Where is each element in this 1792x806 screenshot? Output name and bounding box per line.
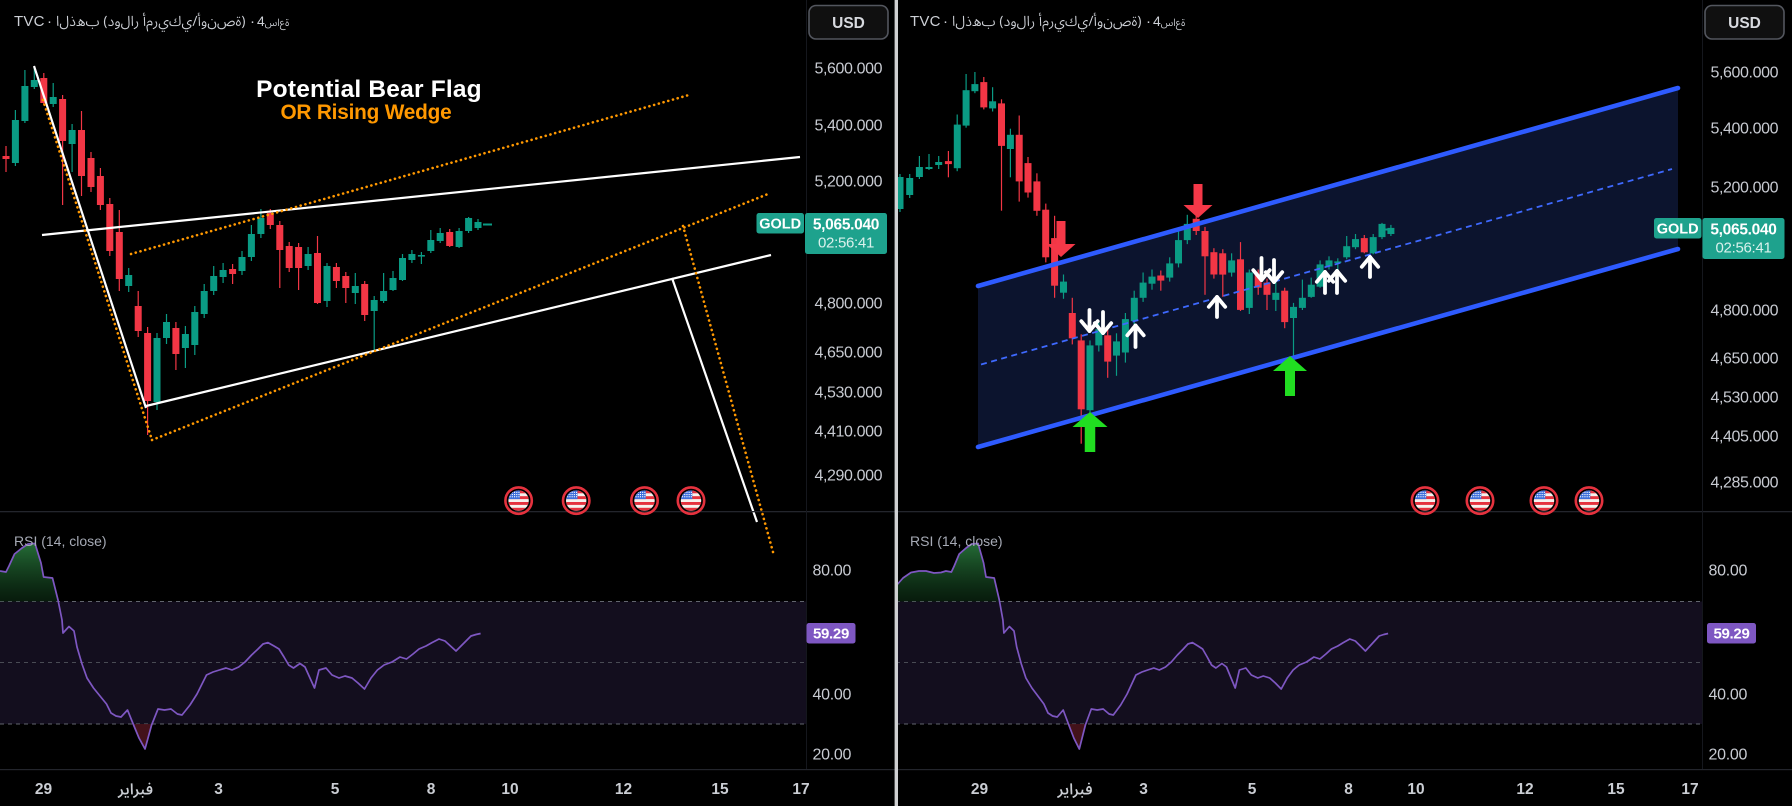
svg-text:12: 12 [615, 781, 632, 798]
svg-text:80.00: 80.00 [1709, 563, 1748, 580]
svg-text:·: · [1146, 13, 1151, 30]
svg-text:3: 3 [1139, 781, 1148, 798]
svg-text:40.00: 40.00 [1709, 687, 1748, 704]
svg-text:12: 12 [1516, 781, 1533, 798]
svg-text:4,650.000: 4,650.000 [815, 345, 883, 362]
svg-text:17: 17 [1681, 781, 1698, 798]
svg-text:02:56:41: 02:56:41 [818, 235, 874, 252]
svg-text:15: 15 [711, 781, 729, 798]
svg-text:4,530.000: 4,530.000 [1711, 390, 1779, 407]
svg-text:5,600.000: 5,600.000 [1711, 65, 1779, 82]
svg-text:4,650.000: 4,650.000 [1711, 351, 1779, 368]
svg-text:02:56:41: 02:56:41 [1716, 240, 1772, 257]
svg-text:10: 10 [1407, 781, 1424, 798]
svg-text:4,405.000: 4,405.000 [1711, 429, 1779, 446]
svg-text:Potential Bear Flag: Potential Bear Flag [256, 76, 482, 103]
svg-text:4: 4 [257, 13, 265, 29]
svg-text:5,400.000: 5,400.000 [815, 118, 883, 135]
svg-text:4,285.000: 4,285.000 [1711, 475, 1779, 492]
svg-text:59.29: 59.29 [813, 626, 849, 643]
svg-text:4,410.000: 4,410.000 [815, 424, 883, 441]
svg-text:20.00: 20.00 [1709, 747, 1748, 764]
svg-text:4,290.000: 4,290.000 [815, 468, 883, 485]
svg-text:·: · [943, 13, 948, 30]
svg-text:20.00: 20.00 [813, 747, 852, 764]
svg-text:4,530.000: 4,530.000 [815, 385, 883, 402]
svg-text:80.00: 80.00 [813, 563, 852, 580]
svg-text:5,065.040: 5,065.040 [813, 217, 879, 234]
svg-text:29: 29 [35, 781, 53, 798]
svg-text:40.00: 40.00 [813, 687, 852, 704]
svg-text:4: 4 [1153, 13, 1161, 29]
svg-text:TVC: TVC [14, 13, 45, 30]
svg-text:GOLD: GOLD [759, 217, 801, 233]
svg-text:OR Rising Wedge: OR Rising Wedge [280, 101, 451, 124]
svg-text:8: 8 [427, 781, 436, 798]
svg-text:8: 8 [1344, 781, 1353, 798]
svg-text:10: 10 [501, 781, 518, 798]
svg-text:3: 3 [214, 781, 223, 798]
svg-text:4,800.000: 4,800.000 [815, 296, 883, 313]
svg-text:RSI (14, close): RSI (14, close) [910, 533, 1003, 549]
svg-text:GOLD: GOLD [1657, 222, 1699, 238]
svg-text:5,600.000: 5,600.000 [815, 61, 883, 78]
svg-text:RSI (14, close): RSI (14, close) [14, 533, 107, 549]
svg-text:TVC: TVC [910, 13, 941, 30]
svg-text:59.29: 59.29 [1713, 626, 1749, 643]
svg-text:·: · [47, 13, 52, 30]
svg-text:USD: USD [832, 15, 865, 32]
svg-text:29: 29 [971, 781, 989, 798]
svg-text:5,200.000: 5,200.000 [815, 174, 883, 191]
svg-text:5: 5 [331, 781, 340, 798]
svg-text:15: 15 [1607, 781, 1625, 798]
svg-text:5,400.000: 5,400.000 [1711, 121, 1779, 138]
svg-text:4,800.000: 4,800.000 [1711, 303, 1779, 320]
svg-text:17: 17 [792, 781, 809, 798]
svg-text:USD: USD [1728, 15, 1761, 32]
svg-text:5,065.040: 5,065.040 [1710, 222, 1776, 239]
svg-text:5: 5 [1248, 781, 1257, 798]
svg-text:·: · [250, 13, 255, 30]
svg-text:5,200.000: 5,200.000 [1711, 180, 1779, 197]
